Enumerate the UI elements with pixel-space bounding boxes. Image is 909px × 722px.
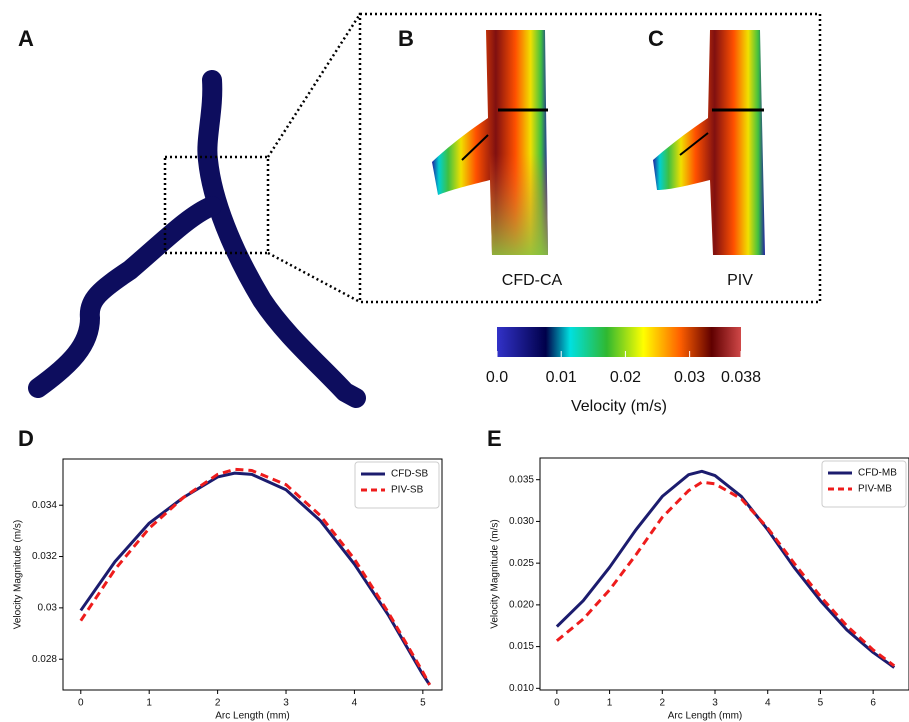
y-tick-label: 0.034 (32, 500, 57, 511)
map-caption: PIV (727, 272, 753, 289)
data-line (79, 471, 431, 686)
x-tick-label: 0 (78, 698, 84, 709)
colorbar-tick-label: 0.01 (546, 369, 577, 386)
x-tick-label: 2 (660, 698, 666, 709)
x-tick-label: 3 (283, 698, 289, 709)
y-tick-label: 0.020 (509, 600, 534, 611)
x-tick-label: 1 (146, 698, 152, 709)
plot-frame (62, 458, 443, 691)
legend-label: CFD-SB (391, 469, 429, 480)
panel-label: D (18, 426, 34, 451)
y-tick-label: 0.030 (509, 516, 534, 527)
x-tick-label: 0 (554, 698, 560, 709)
colorbar-tick-label: 0.038 (721, 369, 761, 386)
panel-label: E (487, 426, 502, 451)
y-tick-label: 0.032 (32, 551, 57, 562)
y-tick-label: 0.035 (509, 474, 534, 485)
colorbar-label: Velocity (m/s) (571, 398, 667, 415)
y-tick-label: 0.03 (38, 603, 58, 614)
zoom-box (163, 155, 270, 255)
x-tick-label: 5 (818, 698, 824, 709)
legend-label: CFD-MB (858, 468, 897, 479)
colorbar-tick-label: 0.0 (486, 369, 508, 386)
data-line (555, 480, 896, 667)
panel-label: B (398, 26, 414, 51)
x-tick-label: 6 (870, 698, 876, 709)
x-axis-title: Arc Length (mm) (668, 711, 742, 722)
legend-label: PIV-MB (858, 484, 892, 495)
y-tick-label: 0.010 (509, 683, 534, 694)
velocity-map-cfd (432, 30, 548, 255)
zoom-link (266, 13, 362, 158)
data-line (79, 467, 432, 686)
colorbar-tick-label: 0.02 (610, 369, 641, 386)
data-line (555, 469, 896, 669)
x-tick-label: 1 (607, 698, 613, 709)
legend-label: PIV-SB (391, 485, 424, 496)
x-axis-title: Arc Length (mm) (215, 711, 289, 722)
x-tick-label: 4 (352, 698, 358, 709)
x-tick-label: 4 (765, 698, 771, 709)
map-caption: CFD-CA (502, 272, 563, 289)
y-tick-label: 0.028 (32, 654, 57, 665)
colorbar (497, 327, 741, 357)
y-tick-label: 0.015 (509, 641, 534, 652)
y-axis-title: Velocity Magnitude (m/s) (490, 519, 501, 629)
x-tick-label: 2 (215, 698, 221, 709)
vessel (28, 70, 366, 408)
inset-frame (358, 12, 822, 304)
x-tick-label: 3 (712, 698, 718, 709)
velocity-map-piv (653, 30, 765, 255)
colorbar-tick-label: 0.03 (674, 369, 705, 386)
x-tick-label: 5 (420, 698, 426, 709)
zoom-link (267, 251, 361, 304)
y-axis-title: Velocity Magnitude (m/s) (13, 520, 24, 630)
panel-label: C (648, 26, 664, 51)
y-tick-label: 0.025 (509, 558, 534, 569)
plot-frame (539, 457, 909, 691)
panel-label: A (18, 26, 34, 51)
